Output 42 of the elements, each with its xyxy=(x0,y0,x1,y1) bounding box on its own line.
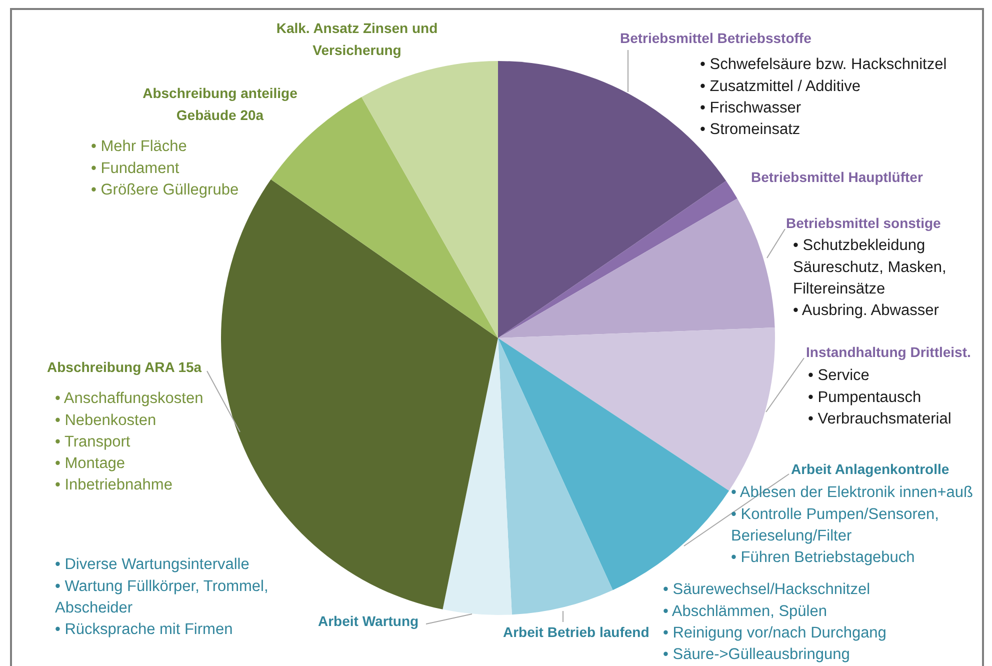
text: • Säurewechsel/Hackschnitzel xyxy=(663,581,870,598)
text: • Reinigung vor/nach Durchgang xyxy=(663,624,886,642)
text: • Kontrolle Pumpen/Sensoren, Berieselung/Filter xyxy=(731,506,939,544)
text: • Stromeinsatz xyxy=(700,121,800,138)
text: • Fundament xyxy=(91,160,180,177)
text: • Ausbring. Abwasser xyxy=(793,302,939,319)
text: • Zusatzmittel / Additive xyxy=(700,78,860,95)
text: • Säure->Gülleausbringung xyxy=(663,646,850,663)
slice-label: Betriebsmittel Betriebsstoffe xyxy=(620,30,812,46)
text: • Nebenkosten xyxy=(55,412,156,429)
slice-label: Abschreibung anteilige Gebäude 20a xyxy=(142,85,298,123)
text: • Verbrauchsmaterial xyxy=(808,410,952,428)
text: • Diverse Wartungsintervalle xyxy=(55,556,250,574)
text: • Anschaffungskosten xyxy=(55,390,204,408)
slice-label: Arbeit Betrieb laufend xyxy=(503,624,650,640)
text: • Wartung Füllkörper, Trommel, Abscheider xyxy=(55,578,268,616)
text: • Frischwasser xyxy=(700,99,802,116)
slice-label: Arbeit Anlagenkontrolle xyxy=(791,461,950,478)
pie-slice xyxy=(362,61,498,338)
pie-slice xyxy=(498,338,613,615)
text: • Führen Betriebstagebuch xyxy=(731,549,915,566)
text: • Transport xyxy=(55,433,131,450)
slice-label: Betriebsmittel sonstige xyxy=(786,215,942,232)
slice-label: Instandhaltung Drittleist. xyxy=(806,344,971,360)
pie-slice xyxy=(442,338,512,615)
slice-label: Kalk. Ansatz Zinsen und Versicherung xyxy=(276,20,438,58)
pie-slice xyxy=(498,180,738,338)
text: • Abschlämmen, Spülen xyxy=(663,602,827,620)
text: • Service xyxy=(808,367,870,384)
text: • Mehr Fläche xyxy=(91,138,187,156)
pie-slice xyxy=(498,198,775,338)
text: • Inbetriebnahme xyxy=(55,476,172,494)
text: • Rücksprache mit Firmen xyxy=(55,621,233,638)
slice-label: Betriebsmittel Hauptlüfter xyxy=(751,169,924,186)
slice-label: Abschreibung ARA 15a xyxy=(47,359,202,376)
text: • Ablesen der Elektronik innen+auß xyxy=(731,484,973,502)
text: • Schwefelsäure bzw. Hackschnitzel xyxy=(700,56,947,74)
slice-label: Arbeit Wartung xyxy=(318,613,419,630)
text: • Größere Güllegrube xyxy=(91,181,239,198)
text: • Pumpentausch xyxy=(808,388,922,406)
text: • Schutzbekleidung Säureschutz, Masken, Filtereinsätze xyxy=(793,237,946,298)
text: • Montage xyxy=(55,455,126,472)
